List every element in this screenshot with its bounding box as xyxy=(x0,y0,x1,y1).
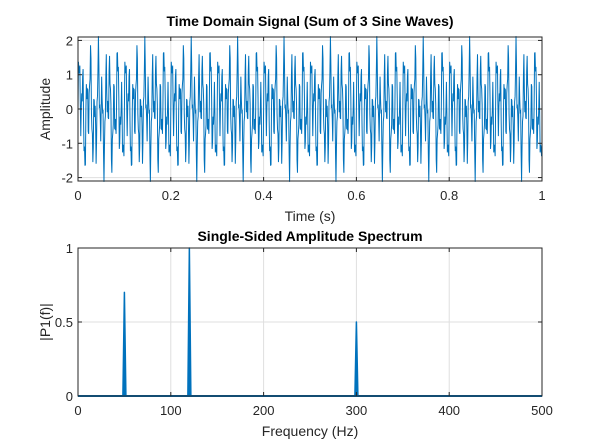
top-x-axis-label: Time (s) xyxy=(285,208,336,224)
y-tick-label: -2 xyxy=(61,171,73,186)
x-tick-label: 1 xyxy=(538,188,545,203)
y-tick-label: 0 xyxy=(66,102,73,117)
bottom-chart-title: Single-Sided Amplitude Spectrum xyxy=(197,228,422,244)
bottom-y-axis-label: |P1(f)| xyxy=(37,303,53,341)
y-tick-label: 0 xyxy=(66,389,73,404)
bottom-x-axis-label: Frequency (Hz) xyxy=(262,423,358,439)
time-domain-plot: 0 0.2 0.4 0.6 0.8 1 -2 -1 0 1 2 Time Domain Signal… xyxy=(37,13,546,224)
ticks-top: 0 0.2 0.4 0.6 0.8 1 -2 -1 0 1 2 xyxy=(61,33,545,203)
spectrum-plot: 0 100 200 300 400 500 0 0.5 1 Single-Sided Ampli… xyxy=(37,228,553,439)
x-tick-label: 0 xyxy=(74,188,81,203)
x-tick-label: 0.8 xyxy=(440,188,458,203)
x-tick-label: 500 xyxy=(531,403,553,418)
x-tick-label: 0 xyxy=(74,403,81,418)
top-y-axis-label: Amplitude xyxy=(37,78,53,140)
spectrum-peak xyxy=(354,321,359,397)
time-signal-line xyxy=(77,36,543,182)
spectrum-peak xyxy=(122,291,127,397)
y-tick-label: 0.5 xyxy=(55,315,73,330)
x-tick-label: 400 xyxy=(438,403,460,418)
y-tick-label: 1 xyxy=(66,68,73,83)
y-tick-label: 2 xyxy=(66,33,73,48)
x-tick-label: 100 xyxy=(160,403,182,418)
top-chart-title: Time Domain Signal (Sum of 3 Sine Waves) xyxy=(166,13,453,29)
x-tick-label: 300 xyxy=(346,403,368,418)
x-tick-label: 0.4 xyxy=(255,188,273,203)
ticks-bottom: 0 100 200 300 400 500 0 0.5 1 xyxy=(55,241,553,418)
y-tick-label: 1 xyxy=(66,241,73,256)
x-tick-label: 0.2 xyxy=(162,188,180,203)
x-tick-label: 200 xyxy=(253,403,275,418)
x-tick-label: 0.6 xyxy=(347,188,365,203)
y-tick-label: -1 xyxy=(61,136,73,151)
